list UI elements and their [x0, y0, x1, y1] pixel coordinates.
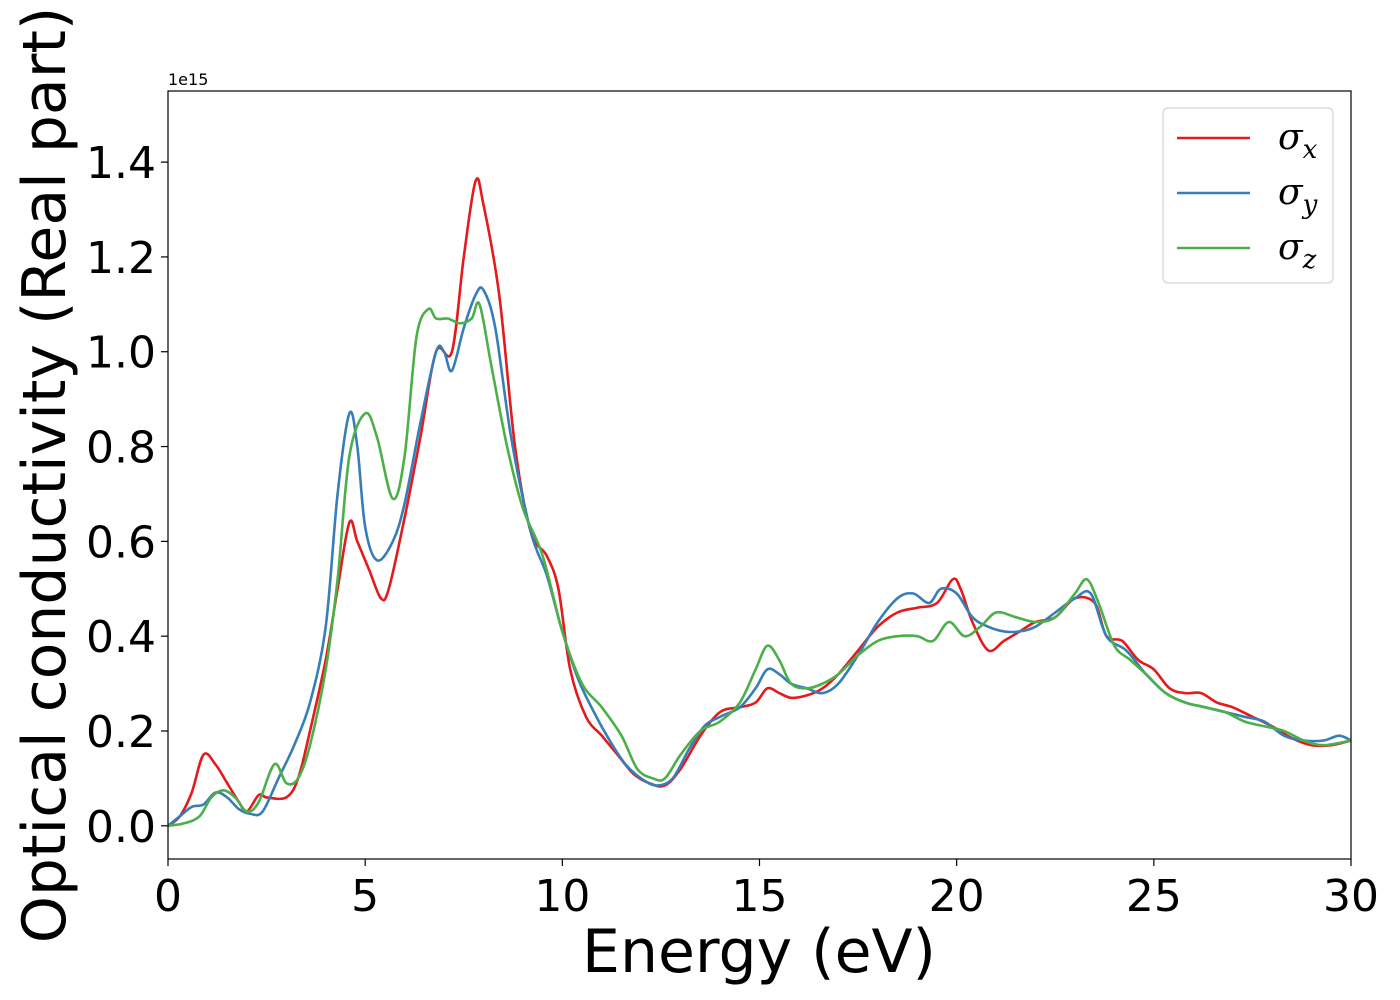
y-tick-label: 0.0 [86, 802, 156, 853]
x-tick-label: 30 [1323, 871, 1379, 922]
x-tick-label: 10 [534, 871, 590, 922]
x-tick-label: 20 [929, 871, 985, 922]
legend-label-x: σx [1278, 117, 1318, 165]
y-axis-label: Optical conductivity (Real part) [10, 7, 80, 944]
x-tick-label: 5 [351, 871, 379, 922]
x-tick-label: 0 [154, 871, 182, 922]
legend-label-z: σz [1278, 227, 1317, 275]
y-tick-label: 1.2 [86, 233, 156, 284]
x-axis-label: Energy (eV) [582, 917, 936, 987]
legend: σx σy σz [1162, 107, 1334, 284]
plot-lines [168, 177, 1351, 828]
x-tick-label: 25 [1126, 871, 1182, 922]
x-axis-ticks: 0 5 10 15 20 25 30 [154, 859, 1379, 922]
y-tick-label: 0.8 [86, 423, 156, 474]
x-tick-label: 15 [732, 871, 788, 922]
legend-items: σx σy σz [1177, 117, 1318, 275]
y-axis-ticks: 0.0 0.2 0.4 0.6 0.8 1.0 1.2 1.4 [86, 138, 168, 853]
y-tick-label: 1.4 [86, 138, 156, 189]
y-tick-label: 0.2 [86, 707, 156, 758]
legend-box [1162, 107, 1334, 284]
series-line-z [168, 301, 1351, 828]
legend-label-y: σy [1278, 172, 1318, 220]
series-line-y [168, 286, 1351, 828]
y-tick-label: 1.0 [86, 328, 156, 379]
y-tick-label: 0.4 [86, 612, 156, 663]
y-tick-label: 0.6 [86, 517, 156, 568]
y-axis-offset-text: 1e15 [168, 70, 208, 89]
